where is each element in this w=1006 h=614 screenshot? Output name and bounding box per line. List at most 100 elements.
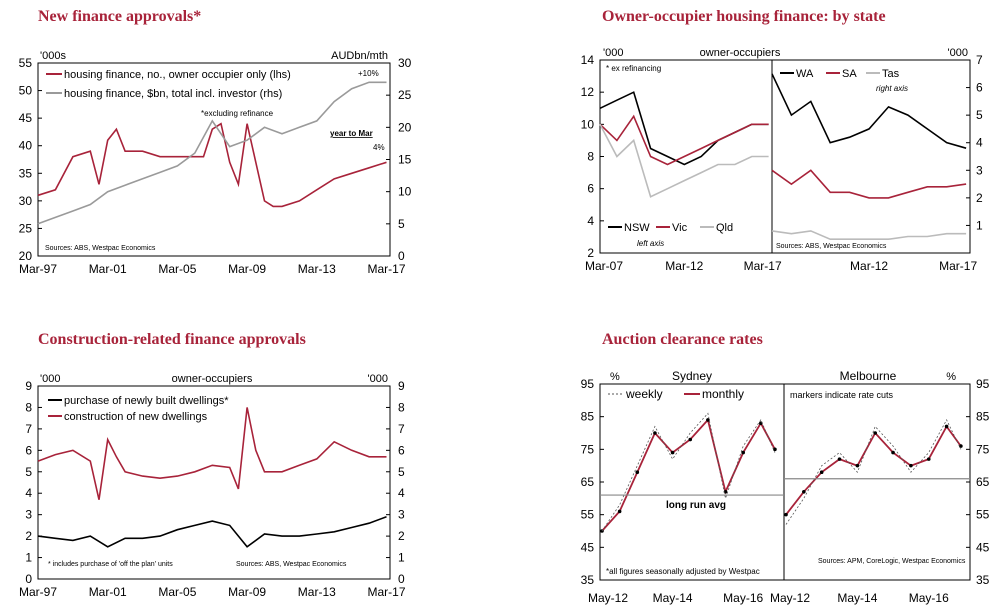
chart4-right-tick-label-2: 75 [976, 442, 990, 456]
chart4-marker-0-5 [688, 437, 693, 442]
chart4-marker-0-1 [617, 509, 622, 514]
chart2-center-label: owner-occupiers [700, 47, 781, 59]
chart1-left-tick-label-3: 40 [19, 139, 33, 153]
chart4-left-unit: % [610, 371, 620, 383]
chart3-right-tick-label-5: 4 [398, 486, 405, 500]
chart4-marker-0-3 [653, 431, 657, 435]
chart1-annotation-10pct: +10% [358, 69, 379, 78]
chart4-marker-2-2 [819, 470, 824, 475]
chart1-xtick-label-3: Mar-09 [228, 262, 266, 276]
chart4-marker-2-4 [855, 463, 860, 468]
legend-label-qld: Qld [716, 222, 733, 234]
chart2-right-tick-label-0: 7 [976, 53, 983, 67]
chart1-right-tick-label-0: 30 [398, 56, 412, 70]
chart1-xtick-label-1: Mar-01 [89, 262, 127, 276]
chart3-center-label: owner-occupiers [172, 373, 253, 385]
chart2-right-tick-label-3: 4 [976, 136, 983, 150]
chart3-left-tick-label-7: 2 [25, 529, 32, 543]
chart2-right-tick-label-4: 3 [976, 163, 983, 177]
chart2-source: Sources: ABS, Westpac Economics [776, 243, 887, 250]
chart3-legend-label-2: construction of new dwellings [64, 411, 208, 423]
chart3-legend: purchase of newly built dwellings* const… [48, 395, 229, 423]
chart4-left-tick-label-1: 85 [581, 410, 595, 424]
chart4-right-tick-label-4: 55 [976, 508, 990, 522]
chart4-right-tick-label-5: 45 [976, 540, 990, 554]
chart3-xtick-label-4: Mar-13 [298, 585, 336, 599]
chart4-left-tick-label-0: 95 [581, 377, 595, 391]
chart3-xtick-label-3: Mar-09 [228, 585, 266, 599]
chart4-marker-0-10 [773, 447, 777, 452]
chart2-right-tick-label-1: 6 [976, 81, 983, 95]
chart1-right-tick-label-5: 5 [398, 217, 405, 231]
chart2-left-tick-label-4: 6 [587, 182, 594, 196]
chart4-left-tick-label-5: 45 [581, 540, 595, 554]
chart1-right-tick-label-3: 15 [398, 153, 412, 167]
chart4-marker-2-0 [784, 512, 788, 517]
chart4-left-tick-label-6: 35 [581, 573, 595, 587]
chart2-series-line-1 [599, 114, 769, 166]
chart2-left-tick-label-5: 4 [587, 214, 594, 228]
chart3-left-tick-label-3: 6 [25, 443, 32, 457]
chart4-marker-2-5 [873, 431, 878, 435]
chart4-xtick-label-4: May-14 [837, 591, 877, 605]
chart1-series-line-1 [37, 81, 387, 225]
chart4-annotation-longrun: long run avg [666, 500, 726, 511]
chart2-annotation-right-axis: right axis [876, 84, 908, 93]
chart1-left-tick-label-4: 35 [19, 166, 33, 180]
chart4-marker-2-10 [959, 444, 963, 448]
chart2-left-tick-label-2: 10 [581, 117, 595, 131]
chart4-right-tick-label-0: 95 [976, 377, 990, 391]
chart3-series-line-0 [37, 516, 387, 548]
chart4-xtick-label-0: May-12 [588, 591, 628, 605]
chart2-legend-left: NSW Vic Qld [608, 222, 733, 234]
chart4-series-line-2 [785, 424, 962, 516]
chart2-series-line-2 [599, 123, 769, 198]
chart2-xtick-label-4: Mar-17 [939, 259, 977, 273]
chart1-legend-label-1: housing finance, no., owner occupier onl… [64, 69, 291, 81]
chart3-right-tick-label-3: 6 [398, 443, 405, 457]
chart2-left-tick-label-1: 12 [581, 85, 595, 99]
chart3-xtick-label-2: Mar-05 [158, 585, 196, 599]
chart4-annotation-seasonal: *all figures seasonally adjusted by West… [606, 567, 760, 576]
chart2-left-tick-label-0: 14 [581, 53, 595, 67]
chart1-right-tick-label-4: 10 [398, 185, 412, 199]
chart1-xtick-label-2: Mar-05 [158, 262, 196, 276]
chart4-marker-2-9 [944, 424, 949, 429]
legend-label-sa: SA [842, 68, 857, 80]
chart2-frame [599, 59, 971, 254]
chart4-marker-2-8 [926, 457, 931, 461]
chart3-legend-label-1: purchase of newly built dwellings* [64, 395, 229, 407]
chart2-annotation-exref: * ex refinancing [606, 64, 661, 73]
chart4-series-line-1 [601, 412, 776, 532]
chart1-left-tick-label-2: 45 [19, 111, 33, 125]
chart1-xtick-label-4: Mar-13 [298, 262, 336, 276]
chart3-right-tick-label-0: 9 [398, 379, 405, 393]
legend-label-tas: Tas [882, 68, 900, 80]
chart2-left-unit: '000 [603, 47, 623, 59]
chart4-legend-label-weekly: weekly [625, 387, 663, 401]
chart-title-3: Construction-related finance approvals [38, 331, 306, 348]
chart3-right-tick-label-6: 3 [398, 508, 405, 522]
chart1-left-tick-label-1: 50 [19, 84, 33, 98]
chart1-legend-label-2: housing finance, $bn, total incl. invest… [64, 88, 282, 100]
chart4-panel-label-sydney: Sydney [672, 369, 712, 383]
chart3-left-tick-label-6: 3 [25, 508, 32, 522]
chart1-source: Sources: ABS, Westpac Economics [45, 245, 156, 252]
chart4-frame [599, 383, 971, 581]
chart2-series-line-5 [771, 230, 967, 240]
chart1-left-tick-label-6: 25 [19, 221, 33, 235]
chart4-xtick-label-3: May-12 [770, 591, 810, 605]
chart3-right-tick-label-9: 0 [398, 572, 405, 586]
chart1-xtick-label-0: Mar-97 [19, 262, 57, 276]
chart4-xtick-label-2: May-16 [723, 591, 763, 605]
chart-title-4: Auction clearance rates [602, 331, 763, 348]
chart4-legend: weekly monthly [608, 387, 744, 401]
chart4-right-tick-label-3: 65 [976, 475, 990, 489]
legend-label-nsw: NSW [624, 222, 650, 234]
chart1-left-tick-label-0: 55 [19, 56, 33, 70]
chart3-right-tick-label-2: 7 [398, 422, 405, 436]
chart4-panel-label-melbourne: Melbourne [840, 369, 897, 383]
chart4-annotation-markers: markers indicate rate cuts [790, 390, 894, 400]
chart2-right-tick-label-2: 5 [976, 108, 983, 122]
